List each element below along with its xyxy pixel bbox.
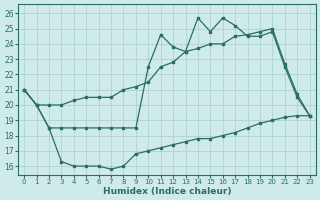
X-axis label: Humidex (Indice chaleur): Humidex (Indice chaleur) — [103, 187, 231, 196]
